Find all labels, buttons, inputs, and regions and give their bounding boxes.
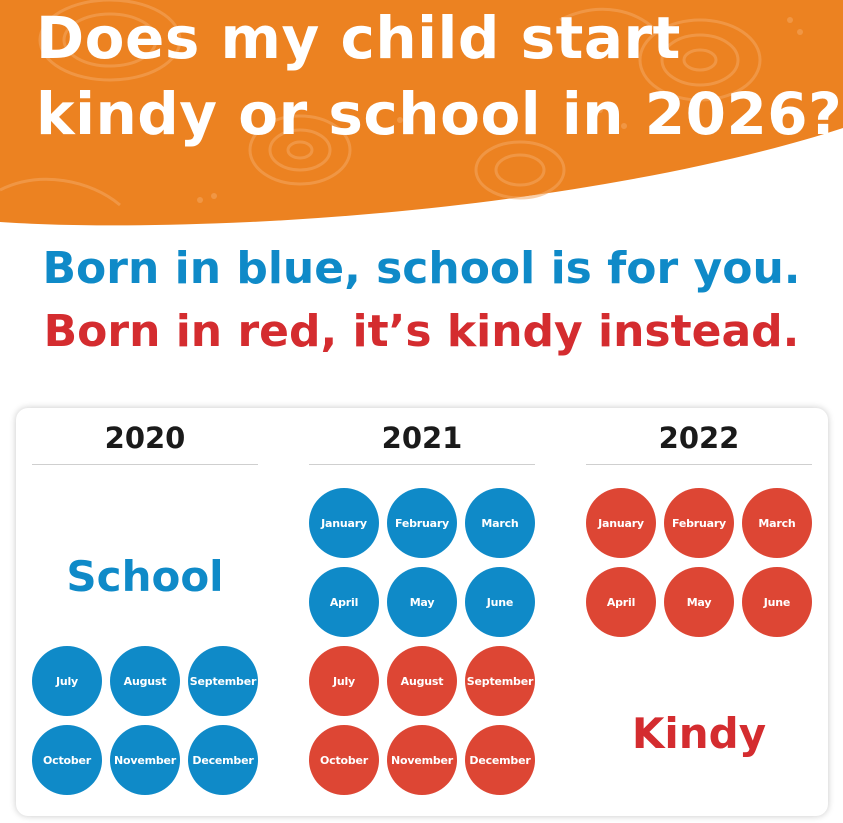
month-circle: February (664, 488, 734, 558)
year-heading: 2021 (381, 421, 463, 455)
divider (309, 464, 535, 465)
month-grid: January February March April May June (309, 488, 535, 637)
month-circle: December (188, 725, 258, 795)
slogan-school: Born in blue, school is for you. (42, 243, 801, 294)
year-heading: 2020 (104, 421, 186, 455)
birth-calendar-card: 2020 School July August September Octobe… (16, 408, 828, 816)
slogan-kindy: Born in red, it’s kindy instead. (43, 306, 800, 357)
month-circle: September (465, 646, 535, 716)
school-label: School (66, 552, 224, 601)
month-circle: May (387, 567, 457, 637)
year-column-2021: 2021 January February March April May Ju… (309, 408, 535, 816)
kindy-label: Kindy (631, 709, 767, 758)
year-column-2020: 2020 School July August September Octobe… (32, 408, 258, 816)
month-circle: May (664, 567, 734, 637)
month-grid: July August September October November D… (32, 646, 258, 795)
month-circle: March (742, 488, 812, 558)
month-circle: August (387, 646, 457, 716)
banner-background (0, 0, 843, 226)
month-circle: July (309, 646, 379, 716)
month-circle: April (309, 567, 379, 637)
month-circle: January (586, 488, 656, 558)
month-grid: January February March April May June (586, 488, 812, 637)
year-column-2022: 2022 January February March April May Ju… (586, 408, 812, 816)
month-circle: July (32, 646, 102, 716)
month-grid: July August September October November D… (309, 646, 535, 795)
month-circle: October (309, 725, 379, 795)
month-circle: February (387, 488, 457, 558)
month-circle: January (309, 488, 379, 558)
divider (32, 464, 258, 465)
month-circle: June (465, 567, 535, 637)
month-circle: March (465, 488, 535, 558)
month-circle: June (742, 567, 812, 637)
title-line-1: Does my child start (36, 4, 681, 72)
month-circle: August (110, 646, 180, 716)
page-title: Does my child start kindy or school in 2… (36, 0, 842, 152)
month-circle: November (387, 725, 457, 795)
header-banner: Does my child start kindy or school in 2… (0, 0, 843, 230)
month-circle: October (32, 725, 102, 795)
month-circle: April (586, 567, 656, 637)
month-circle: December (465, 725, 535, 795)
month-circle: September (188, 646, 258, 716)
year-heading: 2022 (658, 421, 740, 455)
divider (586, 464, 812, 465)
title-line-2: kindy or school in 2026? (36, 80, 843, 148)
month-circle: November (110, 725, 180, 795)
